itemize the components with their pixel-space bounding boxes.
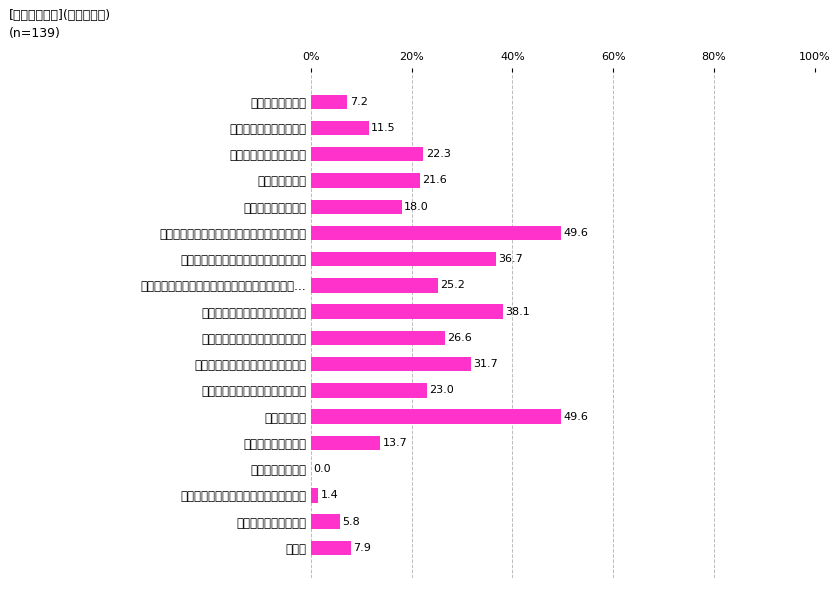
Text: 23.0: 23.0 bbox=[429, 386, 454, 395]
Bar bbox=[311, 383, 427, 398]
Bar bbox=[311, 252, 496, 266]
Bar bbox=[311, 95, 347, 109]
Bar bbox=[311, 226, 561, 240]
Bar bbox=[311, 278, 438, 293]
Text: 18.0: 18.0 bbox=[404, 201, 428, 212]
Text: 38.1: 38.1 bbox=[506, 307, 530, 316]
Text: 25.2: 25.2 bbox=[440, 281, 465, 290]
Text: 0.0: 0.0 bbox=[313, 464, 331, 474]
Bar bbox=[311, 357, 470, 371]
Bar bbox=[311, 514, 340, 529]
Text: 49.6: 49.6 bbox=[564, 228, 588, 238]
Text: 22.3: 22.3 bbox=[426, 149, 450, 159]
Bar bbox=[311, 436, 380, 450]
Text: 21.6: 21.6 bbox=[423, 175, 447, 185]
Text: 11.5: 11.5 bbox=[371, 123, 396, 133]
Text: 13.7: 13.7 bbox=[382, 438, 407, 448]
Text: (n=139): (n=139) bbox=[8, 27, 60, 40]
Text: [悩みについて](複数回答可): [悩みについて](複数回答可) bbox=[8, 9, 111, 22]
Bar bbox=[311, 541, 350, 555]
Bar bbox=[311, 200, 402, 214]
Bar bbox=[311, 331, 445, 345]
Bar bbox=[311, 121, 369, 135]
Text: 26.6: 26.6 bbox=[448, 333, 472, 343]
Text: 31.7: 31.7 bbox=[473, 359, 498, 369]
Text: 49.6: 49.6 bbox=[564, 412, 588, 421]
Bar bbox=[311, 147, 423, 162]
Text: 1.4: 1.4 bbox=[320, 491, 339, 501]
Bar bbox=[311, 409, 561, 424]
Text: 7.2: 7.2 bbox=[349, 97, 367, 107]
Bar bbox=[311, 305, 503, 319]
Bar bbox=[311, 488, 318, 502]
Text: 5.8: 5.8 bbox=[343, 517, 360, 527]
Bar bbox=[311, 173, 420, 188]
Text: 36.7: 36.7 bbox=[498, 254, 523, 264]
Text: 7.9: 7.9 bbox=[353, 543, 371, 553]
